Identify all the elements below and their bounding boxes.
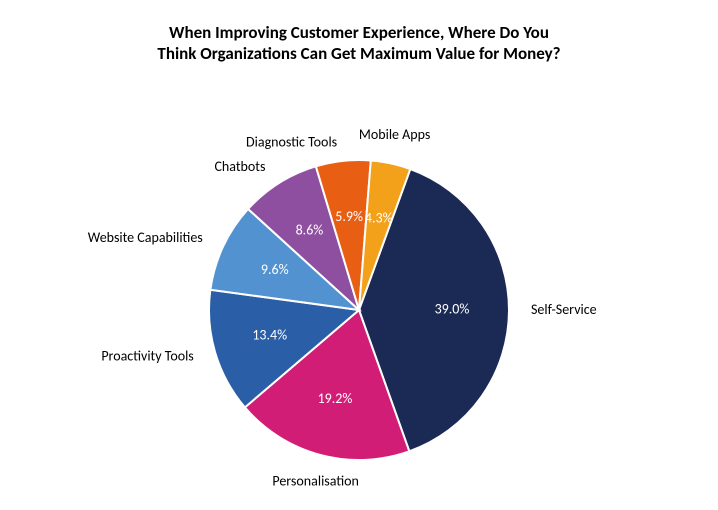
slice-label: Mobile Apps <box>359 126 430 143</box>
chart-title-line1: When Improving Customer Experience, Wher… <box>0 22 718 43</box>
slice-percent: 4.3% <box>365 209 393 226</box>
slice-label: Self-Service <box>531 300 597 317</box>
slice-label: Proactivity Tools <box>101 347 193 364</box>
pie-chart: 39.0% Self-Service 19.2% Personalisation 13.… <box>0 65 718 495</box>
slice-label: Chatbots <box>214 158 265 175</box>
slice-percent: 19.2% <box>318 390 353 407</box>
slice-percent: 39.0% <box>435 300 470 317</box>
slice-label: Diagnostic Tools <box>246 133 337 150</box>
slice-percent: 5.9% <box>335 207 363 224</box>
chart-title: When Improving Customer Experience, Wher… <box>0 0 718 65</box>
slice-label: Website Capabilities <box>88 229 203 246</box>
chart-title-line2: Think Organizations Can Get Maximum Valu… <box>0 43 718 64</box>
slice-percent: 8.6% <box>296 221 324 238</box>
slice-label: Personalisation <box>272 472 359 489</box>
slice-percent: 9.6% <box>261 260 289 277</box>
slice-percent: 13.4% <box>252 326 287 343</box>
pie-svg: 39.0% Self-Service 19.2% Personalisation 13.… <box>0 65 718 495</box>
